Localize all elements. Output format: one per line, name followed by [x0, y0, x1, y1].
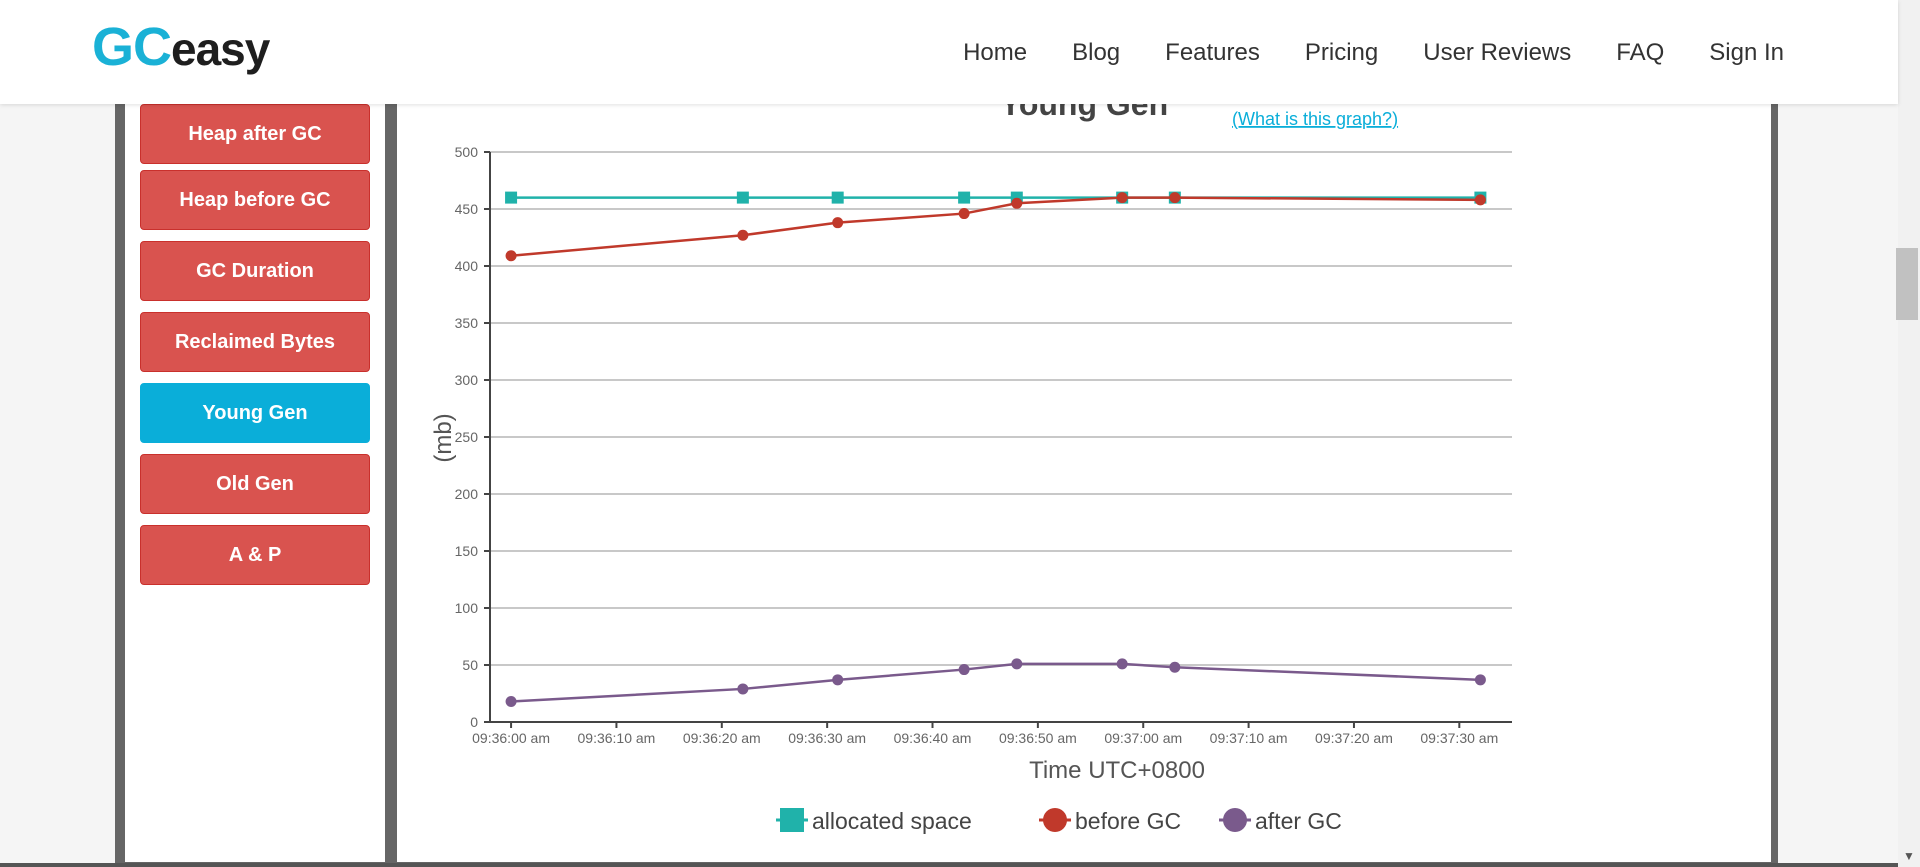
- nav-features[interactable]: Features: [1165, 39, 1260, 66]
- before-gc-legend-icon: [1043, 808, 1067, 832]
- before-gc-point: [1169, 192, 1181, 204]
- x-tick-label: 09:36:40 am: [894, 730, 972, 746]
- after-gc-line: [511, 662, 1481, 703]
- after-gc-point: [1116, 658, 1128, 670]
- a-and-p-button[interactable]: A & P: [140, 525, 370, 585]
- what-is-this-graph-link[interactable]: (What is this graph?): [1232, 109, 1398, 129]
- before-gc-point: [737, 229, 749, 241]
- main-nav: Home Blog Features Pricing User Reviews …: [963, 38, 1784, 68]
- young-gen-button[interactable]: Young Gen: [140, 383, 370, 443]
- scrollbar-thumb[interactable]: [1896, 248, 1918, 320]
- x-tick-label: 09:37:00 am: [1104, 730, 1182, 746]
- scroll-down-arrow-icon[interactable]: ▼: [1903, 849, 1915, 863]
- allocated-space-point: [505, 191, 518, 204]
- y-tick-label: 200: [455, 486, 479, 502]
- allocated-space-legend-icon: [780, 808, 804, 832]
- allocated-space-point: [958, 191, 971, 204]
- axes: 0 50 100 150 200 250 300 350 400 450 500 09:36:00 a…: [455, 144, 1512, 746]
- x-tick-label: 09:36:10 am: [578, 730, 656, 746]
- nav-pricing[interactable]: Pricing: [1304, 39, 1379, 66]
- y-tick-label: 300: [455, 372, 479, 388]
- y-axis-label: (mb): [430, 413, 457, 462]
- before-gc-legend-label: before GC: [1075, 808, 1181, 834]
- before-gc-point: [1116, 192, 1128, 204]
- graph-sidebar: Heap after GC Heap before GC GC Duration…: [125, 104, 385, 862]
- before-gc-line: [510, 196, 1481, 257]
- nav-user-reviews[interactable]: User Reviews: [1423, 39, 1572, 66]
- before-gc-point: [505, 250, 517, 262]
- heap-after-gc-button[interactable]: Heap after GC: [140, 104, 370, 164]
- heap-before-gc-button[interactable]: Heap before GC: [140, 170, 370, 230]
- after-gc-legend-label: after GC: [1255, 808, 1342, 834]
- before-gc-point: [1011, 197, 1023, 209]
- y-tick-label: 250: [455, 429, 479, 445]
- y-tick-label: 50: [462, 657, 478, 673]
- y-tick-label: 500: [455, 144, 479, 160]
- page-scrollbar[interactable]: [1898, 0, 1920, 867]
- before-gc-point: [958, 208, 970, 220]
- after-gc-legend-icon: [1223, 808, 1247, 832]
- gridlines: [490, 151, 1512, 666]
- after-gc-point: [505, 695, 517, 707]
- gceasy-logo[interactable]: GCeasy: [92, 14, 270, 82]
- chart-panel: 0 50 100 150 200 250 300 350 400 450 500 09:36:00 a…: [407, 86, 1753, 842]
- before-gc-point: [832, 217, 844, 229]
- young-gen-chart: 0 50 100 150 200 250 300 350 400 450 500 09:36:00 a…: [430, 86, 1512, 834]
- gc-duration-button[interactable]: GC Duration: [140, 241, 370, 301]
- y-tick-label: 350: [455, 315, 479, 331]
- chart-legend: allocated space before GC after GC: [776, 808, 1342, 834]
- x-tick-label: 09:36:20 am: [683, 730, 761, 746]
- allocated-space-point: [736, 191, 749, 204]
- y-tick-label: 100: [455, 600, 479, 616]
- allocated-space-point: [831, 191, 844, 204]
- x-tick-label: 09:37:10 am: [1210, 730, 1288, 746]
- after-gc-point: [1169, 661, 1181, 673]
- x-tick-label: 09:36:30 am: [788, 730, 866, 746]
- x-tick-label: 09:36:50 am: [999, 730, 1077, 746]
- x-tick-label: 09:36:00 am: [472, 730, 550, 746]
- after-gc-point: [1011, 658, 1023, 670]
- x-tick-label: 09:37:30 am: [1420, 730, 1498, 746]
- reclaimed-bytes-button[interactable]: Reclaimed Bytes: [140, 312, 370, 372]
- x-axis-label: Time UTC+0800: [1029, 757, 1205, 784]
- nav-faq[interactable]: FAQ: [1616, 39, 1665, 66]
- old-gen-button[interactable]: Old Gen: [140, 454, 370, 514]
- bottom-border: [0, 863, 1920, 867]
- x-tick-label: 09:37:20 am: [1315, 730, 1393, 746]
- after-gc-point: [1474, 674, 1486, 686]
- series-layer: [505, 191, 1487, 707]
- y-tick-label: 400: [455, 258, 479, 274]
- allocated-space-legend-label: allocated space: [812, 808, 972, 834]
- after-gc-point: [958, 664, 970, 676]
- nav-sign-in[interactable]: Sign In: [1709, 39, 1784, 66]
- chart-title: Young Gen: [1000, 104, 1168, 122]
- nav-blog[interactable]: Blog: [1072, 39, 1121, 66]
- y-tick-label: 0: [470, 714, 478, 730]
- before-gc-point: [1474, 194, 1486, 206]
- after-gc-point: [737, 683, 749, 695]
- nav-home[interactable]: Home: [963, 39, 1028, 66]
- main-panel: 0 50 100 150 200 250 300 350 400 450 500 09:36:00 a…: [397, 86, 1771, 862]
- top-navbar: GCeasy Home Blog Features Pricing User R…: [0, 0, 1898, 104]
- logo-easy: easy: [171, 23, 270, 75]
- after-gc-point: [832, 674, 844, 686]
- y-tick-label: 450: [455, 201, 479, 217]
- y-tick-label: 150: [455, 543, 479, 559]
- logo-gc: GC: [92, 17, 172, 77]
